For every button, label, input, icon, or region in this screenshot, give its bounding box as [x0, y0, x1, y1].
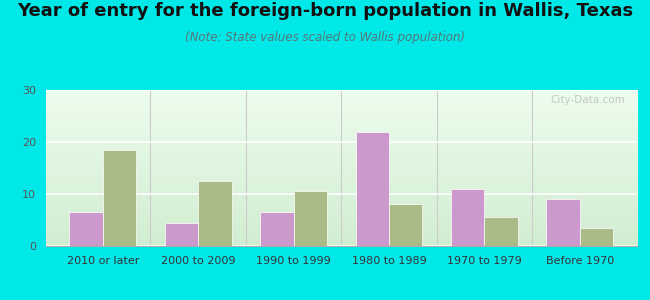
Text: City-Data.com: City-Data.com	[551, 95, 625, 105]
Bar	[451, 189, 484, 246]
Bar	[356, 132, 389, 246]
Bar	[103, 150, 136, 246]
Legend: Wallis, Texas: Wallis, Texas	[270, 296, 413, 300]
Bar	[70, 212, 103, 246]
Text: (Note: State values scaled to Wallis population): (Note: State values scaled to Wallis pop…	[185, 32, 465, 44]
Text: Year of entry for the foreign-born population in Wallis, Texas: Year of entry for the foreign-born popul…	[17, 2, 633, 20]
Bar	[164, 223, 198, 246]
Bar	[198, 181, 231, 246]
Bar	[260, 212, 294, 246]
Bar	[580, 228, 613, 246]
Bar	[389, 204, 422, 246]
Bar	[484, 218, 518, 246]
Bar	[547, 199, 580, 246]
Bar	[294, 191, 327, 246]
